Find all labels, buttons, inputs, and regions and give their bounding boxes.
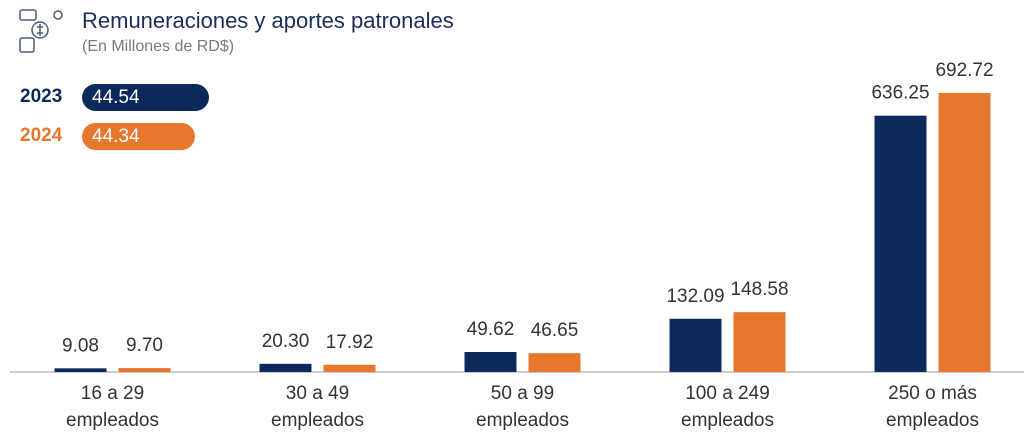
value-label: 20.30 xyxy=(262,331,310,352)
value-label: 148.58 xyxy=(730,279,788,300)
value-label: 636.25 xyxy=(871,83,929,104)
bar xyxy=(323,364,376,372)
bar xyxy=(528,353,581,372)
legend-pill xyxy=(82,84,209,111)
bar xyxy=(733,312,786,372)
value-label: 692.72 xyxy=(935,60,993,81)
legend-label: 2024 xyxy=(20,125,63,146)
bar xyxy=(118,368,171,372)
bar xyxy=(259,363,312,372)
x-tick-label: 50 a 99 empleados xyxy=(476,383,569,431)
value-label: 17.92 xyxy=(326,332,374,353)
bar xyxy=(938,92,991,372)
legend-total: 44.34 xyxy=(92,126,140,147)
legend-pill xyxy=(82,123,195,150)
chart-subtitle: (En Millones de RD$) xyxy=(82,38,234,55)
x-tick-label: 250 o más empleados xyxy=(886,383,979,431)
value-label: 132.09 xyxy=(666,286,724,307)
bar xyxy=(54,368,107,372)
value-label: 49.62 xyxy=(467,319,515,340)
value-label: 9.08 xyxy=(62,335,99,356)
legend-label: 2023 xyxy=(20,86,62,107)
bar xyxy=(669,318,722,372)
x-tick-label: 30 a 49 empleados xyxy=(271,383,364,431)
value-label: 9.70 xyxy=(126,335,163,356)
bar xyxy=(874,115,927,373)
x-tick-label: 16 a 29 empleados xyxy=(66,383,159,431)
icon xyxy=(19,9,63,53)
value-label: 46.65 xyxy=(531,320,579,341)
legend-total: 44.54 xyxy=(92,87,140,108)
bar xyxy=(464,352,517,372)
x-tick-label: 100 a 249 empleados xyxy=(681,383,774,431)
chart-title: Remuneraciones y aportes patronales xyxy=(82,8,454,33)
